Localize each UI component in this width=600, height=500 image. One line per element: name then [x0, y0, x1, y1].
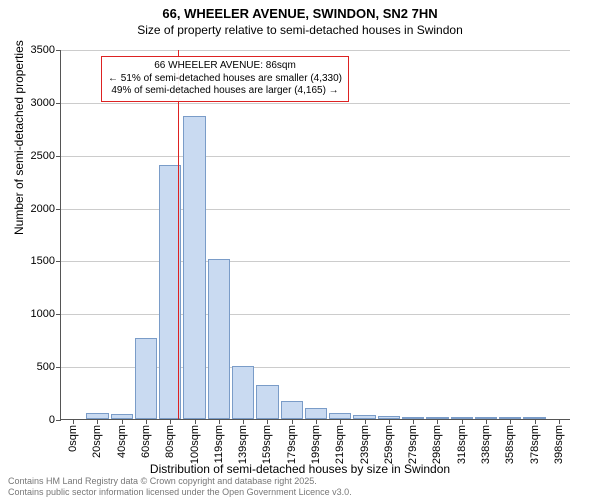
xtick-mark — [510, 419, 511, 424]
xtick-label: 100sqm — [189, 425, 201, 464]
ytick-label: 1000 — [31, 308, 55, 320]
xtick-mark — [195, 419, 196, 424]
histogram-bar — [232, 366, 254, 419]
xtick-label: 338sqm — [480, 425, 492, 464]
xtick-label: 318sqm — [456, 425, 468, 464]
xtick-mark — [340, 419, 341, 424]
ytick-label: 2000 — [31, 203, 55, 215]
xtick-mark — [292, 419, 293, 424]
xtick-label: 60sqm — [140, 425, 152, 458]
annotation-line-2: ← 51% of semi-detached houses are smalle… — [108, 73, 342, 86]
x-axis-label: Distribution of semi-detached houses by … — [0, 462, 600, 476]
ytick-label: 500 — [37, 361, 55, 373]
histogram-bar — [305, 408, 327, 419]
chart-subtitle: Size of property relative to semi-detach… — [0, 23, 600, 37]
annotation-box: 66 WHEELER AVENUE: 86sqm ← 51% of semi-d… — [101, 56, 349, 102]
xtick-label: 398sqm — [553, 425, 565, 464]
xtick-mark — [437, 419, 438, 424]
xtick-label: 199sqm — [310, 425, 322, 464]
xtick-mark — [316, 419, 317, 424]
xtick-mark — [146, 419, 147, 424]
xtick-mark — [486, 419, 487, 424]
bars-container: 0sqm20sqm40sqm60sqm80sqm100sqm119sqm139s… — [61, 50, 570, 419]
footer-line-2: Contains public sector information licen… — [8, 487, 352, 498]
ytick-mark — [56, 420, 61, 421]
xtick-label: 219sqm — [334, 425, 346, 464]
xtick-label: 20sqm — [91, 425, 103, 458]
xtick-mark — [97, 419, 98, 424]
xtick-label: 119sqm — [213, 425, 225, 463]
histogram-bar — [281, 401, 303, 419]
xtick-mark — [219, 419, 220, 424]
xtick-mark — [535, 419, 536, 424]
xtick-label: 239sqm — [359, 425, 371, 464]
ytick-label: 3500 — [31, 44, 55, 56]
footer-attribution: Contains HM Land Registry data © Crown c… — [8, 476, 352, 498]
xtick-label: 279sqm — [407, 425, 419, 464]
xtick-mark — [389, 419, 390, 424]
histogram-bar — [256, 385, 278, 419]
xtick-mark — [413, 419, 414, 424]
xtick-mark — [267, 419, 268, 424]
xtick-mark — [170, 419, 171, 424]
xtick-label: 358sqm — [504, 425, 516, 464]
chart-title-block: 66, WHEELER AVENUE, SWINDON, SN2 7HN Siz… — [0, 0, 600, 37]
xtick-label: 179sqm — [286, 425, 298, 464]
xtick-mark — [122, 419, 123, 424]
reference-line — [178, 50, 179, 419]
xtick-mark — [559, 419, 560, 424]
xtick-label: 298sqm — [431, 425, 443, 464]
histogram-bar — [183, 116, 205, 419]
ytick-label: 2500 — [31, 150, 55, 162]
y-axis-label: Number of semi-detached properties — [12, 40, 26, 235]
xtick-mark — [73, 419, 74, 424]
xtick-mark — [243, 419, 244, 424]
xtick-label: 378sqm — [529, 425, 541, 464]
ytick-label: 3000 — [31, 97, 55, 109]
xtick-mark — [365, 419, 366, 424]
footer-line-1: Contains HM Land Registry data © Crown c… — [8, 476, 352, 487]
annotation-line-1: 66 WHEELER AVENUE: 86sqm — [108, 60, 342, 73]
chart-title: 66, WHEELER AVENUE, SWINDON, SN2 7HN — [0, 6, 600, 21]
ytick-label: 0 — [49, 414, 55, 426]
xtick-label: 0sqm — [67, 425, 79, 452]
plot-area: 0500100015002000250030003500 0sqm20sqm40… — [60, 50, 570, 420]
xtick-label: 159sqm — [261, 425, 273, 464]
xtick-label: 40sqm — [116, 425, 128, 458]
annotation-line-3: 49% of semi-detached houses are larger (… — [108, 85, 342, 98]
histogram-bar — [208, 259, 230, 419]
xtick-label: 80sqm — [164, 425, 176, 458]
xtick-label: 139sqm — [237, 425, 249, 464]
chart-area: 0500100015002000250030003500 0sqm20sqm40… — [60, 50, 570, 420]
histogram-bar — [135, 338, 157, 419]
xtick-label: 259sqm — [383, 425, 395, 464]
ytick-label: 1500 — [31, 255, 55, 267]
xtick-mark — [462, 419, 463, 424]
